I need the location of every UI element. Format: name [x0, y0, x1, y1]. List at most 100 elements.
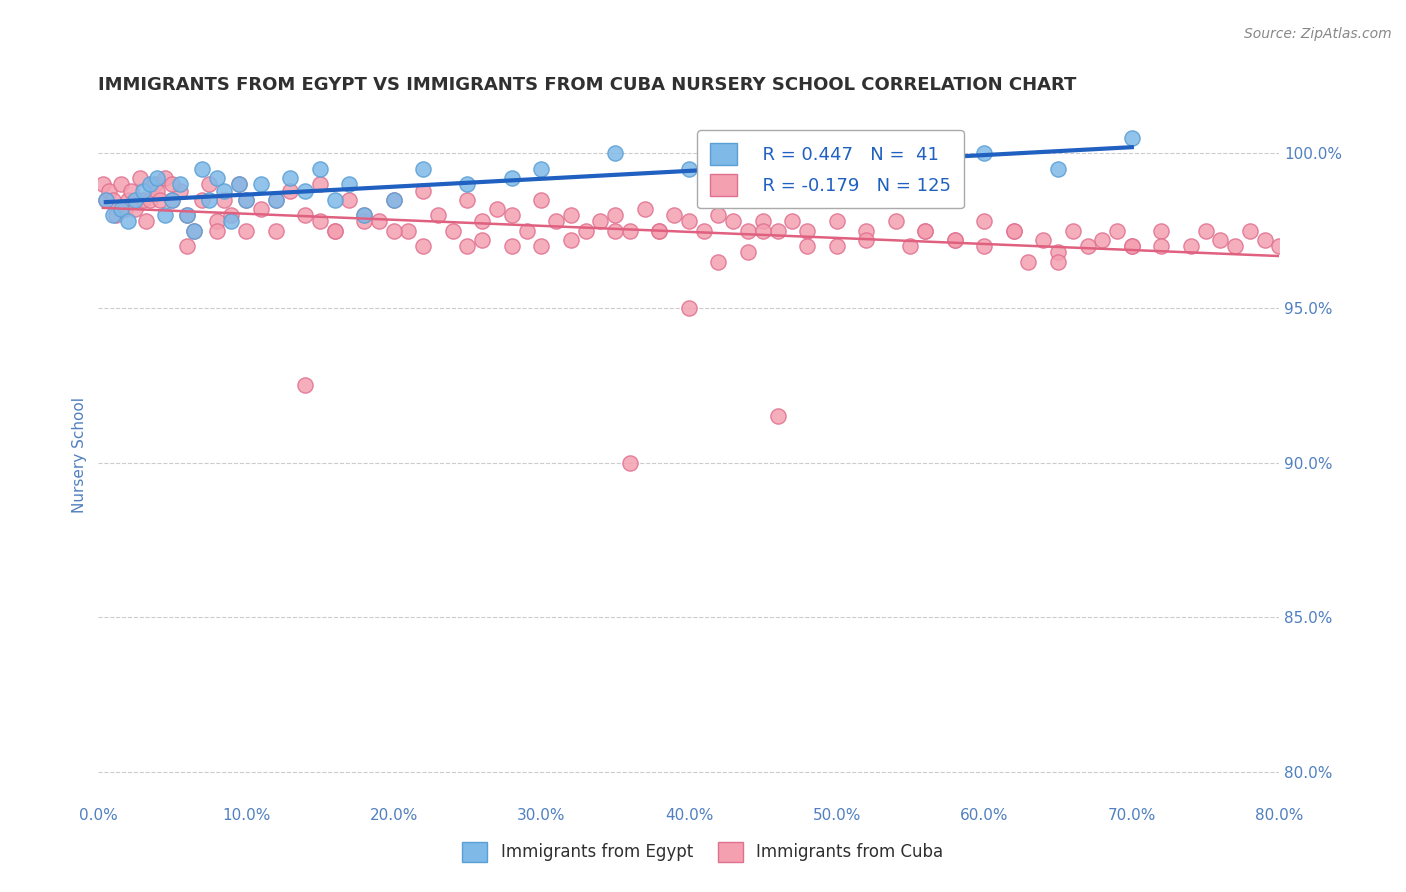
Point [396, 224, 419, 238]
Point [339, 178, 360, 192]
Point [94, 193, 117, 207]
Point [648, 224, 671, 238]
Point [132, 184, 155, 198]
Point [664, 208, 686, 222]
Point [546, 214, 568, 228]
Point [825, 161, 848, 176]
Point [1091, 233, 1114, 247]
Point [323, 224, 346, 238]
Point [139, 178, 162, 192]
Point [124, 193, 146, 207]
Point [501, 171, 523, 186]
Point [456, 178, 478, 192]
Point [183, 224, 205, 238]
Point [648, 224, 671, 238]
Point [250, 202, 273, 216]
Point [1002, 224, 1025, 238]
Point [94, 193, 117, 207]
Point [149, 193, 172, 207]
Point [1195, 224, 1218, 238]
Point [169, 178, 191, 192]
Point [530, 193, 553, 207]
Point [309, 178, 332, 192]
Point [205, 214, 228, 228]
Point [884, 214, 907, 228]
Point [574, 224, 596, 238]
Legend: Immigrants from Egypt, Immigrants from Cuba: Immigrants from Egypt, Immigrants from C… [456, 835, 950, 869]
Point [1150, 239, 1173, 253]
Point [132, 193, 155, 207]
Point [1046, 254, 1069, 268]
Point [1180, 239, 1202, 253]
Point [191, 161, 214, 176]
Point [146, 171, 169, 186]
Point [1121, 131, 1143, 145]
Point [796, 239, 818, 253]
Point [456, 239, 478, 253]
Point [309, 214, 332, 228]
Point [1032, 233, 1054, 247]
Point [153, 171, 176, 186]
Point [353, 214, 375, 228]
Point [530, 161, 553, 176]
Point [441, 224, 464, 238]
Point [723, 214, 745, 228]
Point [707, 254, 730, 268]
Point [212, 193, 235, 207]
Point [105, 208, 128, 222]
Point [368, 214, 391, 228]
Point [235, 224, 257, 238]
Point [205, 171, 228, 186]
Point [198, 178, 221, 192]
Point [264, 193, 287, 207]
Text: IMMIGRANTS FROM EGYPT VS IMMIGRANTS FROM CUBA NURSERY SCHOOL CORRELATION CHART: IMMIGRANTS FROM EGYPT VS IMMIGRANTS FROM… [98, 77, 1077, 95]
Point [114, 202, 136, 216]
Point [1239, 224, 1261, 238]
Point [1077, 239, 1099, 253]
Point [264, 193, 287, 207]
Point [678, 301, 700, 315]
Point [619, 456, 641, 470]
Point [516, 224, 538, 238]
Point [135, 214, 157, 228]
Point [235, 193, 257, 207]
Point [1046, 245, 1069, 260]
Point [1105, 224, 1128, 238]
Point [486, 202, 509, 216]
Point [228, 178, 250, 192]
Point [678, 214, 700, 228]
Point [176, 239, 198, 253]
Point [766, 409, 789, 424]
Point [1209, 233, 1232, 247]
Point [294, 378, 316, 392]
Point [914, 224, 936, 238]
Point [943, 233, 966, 247]
Point [501, 208, 523, 222]
Point [110, 202, 132, 216]
Point [501, 239, 523, 253]
Point [943, 233, 966, 247]
Point [120, 184, 142, 198]
Point [162, 178, 183, 192]
Point [605, 224, 627, 238]
Point [221, 214, 243, 228]
Point [782, 214, 804, 228]
Point [176, 208, 198, 222]
Point [471, 214, 494, 228]
Point [323, 224, 346, 238]
Point [162, 193, 183, 207]
Point [707, 208, 730, 222]
Point [796, 224, 818, 238]
Point [103, 193, 125, 207]
Y-axis label: Nursery School: Nursery School [72, 397, 87, 513]
Point [97, 184, 120, 198]
Point [751, 214, 773, 228]
Point [117, 193, 139, 207]
Point [1268, 239, 1291, 253]
Point [153, 208, 176, 222]
Point [1017, 254, 1039, 268]
Point [825, 239, 848, 253]
Point [221, 208, 243, 222]
Point [278, 171, 302, 186]
Point [605, 208, 627, 222]
